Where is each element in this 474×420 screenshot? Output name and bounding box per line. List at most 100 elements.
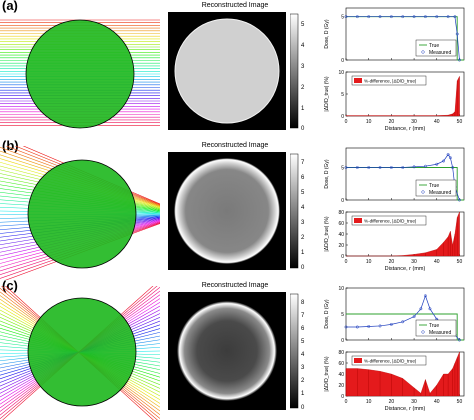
x-tick-label: 0: [345, 119, 348, 125]
colorbar-tick: 1: [301, 250, 305, 256]
diff-legend-swatch: [354, 218, 362, 223]
recon-title: Reconstructed Image: [170, 142, 300, 149]
x-tick-label: 40: [434, 399, 440, 405]
phantom-sphere: [26, 20, 134, 128]
x-tick-label: 50: [457, 119, 463, 125]
colorbar-tick: 8: [301, 300, 305, 306]
legend-measured-label: Measured: [429, 50, 451, 56]
diff-legend-swatch: [354, 78, 362, 83]
diff-legend-label: %-difference, |ΔD/D_true|: [364, 219, 416, 224]
panel-c: (c) Reconstructed Image 8 7 6 5 4 3 2 1 …: [0, 280, 474, 414]
y-tick-label: 0: [341, 198, 344, 204]
y-tick-label: 80: [338, 210, 344, 216]
dose-ylabel: Dose, D (Gy): [324, 19, 330, 49]
reconstructed-image: [168, 292, 304, 410]
ray-diagram: [0, 146, 160, 280]
reconstructed-image: [168, 152, 304, 270]
colorbar-tick: 6: [301, 175, 305, 181]
colorbar-tick: 5: [301, 22, 305, 28]
colorbar-tick: 3: [301, 220, 305, 226]
y-tick-label: 20: [338, 243, 344, 249]
x-axis-label: Distance, r (mm): [385, 266, 426, 272]
y-tick-label: 80: [338, 350, 344, 356]
y-tick-label: 0: [341, 338, 344, 344]
y-tick-label: 10: [338, 286, 344, 292]
phantom-sphere: [28, 298, 136, 406]
x-tick-label: 0: [345, 399, 348, 405]
colorbar-tick: 6: [301, 326, 305, 332]
colorbar-tick: 4: [301, 352, 305, 358]
colorbar-tick: 7: [301, 313, 305, 319]
x-tick-label: 30: [411, 399, 417, 405]
legend-measured-label: Measured: [429, 330, 451, 336]
colorbar-tick: 4: [301, 205, 305, 211]
x-tick-label: 50: [457, 259, 463, 265]
legend-measured-label: Measured: [429, 190, 451, 196]
x-axis-label: Distance, r (mm): [385, 406, 426, 412]
panel-b: (b) Reconstructed Image 7 6 5 4 3 2 1 0 …: [0, 140, 474, 274]
y-tick-label: 5: [341, 15, 344, 21]
x-tick-label: 20: [389, 119, 395, 125]
legend-true-label: True: [429, 323, 439, 329]
colorbar-tick: 3: [301, 365, 305, 371]
recon-title: Reconstructed Image: [170, 282, 300, 289]
y-tick-label: 5: [341, 92, 344, 98]
legend-true-label: True: [429, 183, 439, 189]
legend-true-label: True: [429, 43, 439, 49]
colorbar-tick: 7: [301, 160, 305, 166]
x-tick-label: 20: [389, 399, 395, 405]
y-tick-label: 40: [338, 372, 344, 378]
diff-ylabel: |ΔD/D_true| (%): [324, 216, 330, 251]
y-tick-label: 60: [338, 221, 344, 227]
diff-legend-label: %-difference, |ΔD/D_true|: [364, 359, 416, 364]
colorbar-ticks: 5 4 3 2 1 0: [301, 22, 305, 130]
y-tick-label: 10: [338, 70, 344, 76]
x-tick-label: 40: [434, 259, 440, 265]
x-axis-label: Distance, r (mm): [385, 126, 426, 132]
ray-diagram: [0, 6, 160, 140]
x-tick-label: 30: [411, 259, 417, 265]
y-tick-label: 5: [341, 312, 344, 318]
diff-ylabel: |ΔD/D_true| (%): [324, 356, 330, 391]
y-tick-label: 0: [341, 58, 344, 64]
colorbar-tick: 0: [301, 126, 305, 130]
colorbar-tick: 5: [301, 190, 305, 196]
colorbar-tick: 2: [301, 85, 305, 91]
colorbar-tick: 1: [301, 106, 305, 112]
diff-legend-swatch: [354, 358, 362, 363]
colorbar: 7 6 5 4 3 2 1 0: [290, 152, 316, 270]
x-tick-label: 20: [389, 259, 395, 265]
x-tick-label: 10: [366, 259, 372, 265]
colorbar-tick: 1: [301, 391, 305, 397]
x-tick-label: 0: [345, 259, 348, 265]
diff-ylabel: |ΔD/D_true| (%): [324, 76, 330, 111]
colorbar-tick: 3: [301, 64, 305, 70]
y-tick-label: 5: [341, 166, 344, 172]
colorbar-tick: 2: [301, 235, 305, 241]
colorbar-tick: 0: [301, 265, 305, 270]
dose-ylabel: Dose, D (Gy): [324, 159, 330, 189]
colorbar: 5 4 3 2 1 0: [290, 12, 316, 130]
recon-title: Reconstructed Image: [170, 2, 300, 9]
y-tick-label: 20: [338, 383, 344, 389]
x-tick-label: 30: [411, 119, 417, 125]
colorbar-tick: 0: [301, 405, 305, 410]
y-tick-label: 60: [338, 361, 344, 367]
colorbar-tick: 5: [301, 339, 305, 345]
phantom-sphere: [28, 160, 136, 268]
diff-legend-label: %-difference, |ΔD/D_true|: [364, 79, 416, 84]
x-tick-label: 40: [434, 119, 440, 125]
dose-ylabel: Dose, D (Gy): [324, 299, 330, 329]
colorbar: 8 7 6 5 4 3 2 1 0: [290, 292, 316, 410]
x-tick-label: 10: [366, 119, 372, 125]
colorbar-ticks: 7 6 5 4 3 2 1 0: [301, 160, 305, 270]
y-tick-label: 40: [338, 232, 344, 238]
reconstructed-image: [168, 12, 304, 130]
ray-diagram: [0, 286, 160, 420]
x-tick-label: 10: [366, 399, 372, 405]
colorbar-tick: 2: [301, 378, 305, 384]
